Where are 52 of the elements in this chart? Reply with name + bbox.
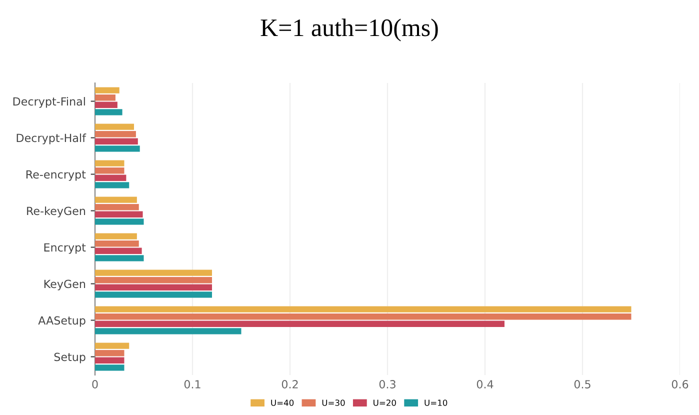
bar (95, 211, 143, 218)
y-tick-label: Decrypt-Final (13, 97, 85, 108)
y-tick-label: Encrypt (44, 243, 86, 254)
bar (95, 320, 504, 328)
bar (95, 284, 212, 291)
bar (95, 168, 124, 174)
bar (95, 182, 130, 188)
y-tick-label: AASetup (38, 316, 86, 327)
x-tick-label: 0 (92, 380, 98, 388)
bar (95, 109, 122, 116)
bar (95, 277, 212, 284)
y-tick-label: KeyGen (44, 280, 86, 290)
x-tick-label: 0.3 (379, 380, 396, 388)
bar (95, 146, 140, 152)
bar (95, 248, 142, 254)
bar (95, 138, 138, 145)
bar (95, 314, 632, 320)
bar (95, 87, 120, 94)
bar (95, 124, 134, 130)
bar (95, 357, 124, 364)
bar (95, 204, 139, 210)
y-tick-label: Decrypt-Half (16, 134, 86, 144)
bar (95, 328, 242, 334)
bar (95, 131, 136, 138)
bar (95, 94, 116, 101)
bar (95, 102, 118, 108)
bar (95, 174, 126, 182)
bar (95, 160, 124, 166)
bar (95, 350, 124, 356)
bar (95, 240, 139, 247)
x-tick-label: 0.4 (476, 380, 494, 388)
legend-label: U=10 (424, 400, 448, 406)
y-tick-label: Re-keyGen (27, 206, 86, 218)
bar (95, 233, 137, 240)
bar (95, 255, 144, 262)
bar (95, 292, 212, 298)
legend-label: U=40 (271, 400, 294, 406)
bar (95, 306, 632, 312)
bar (95, 364, 124, 371)
chart-title: K=1 auth=10(ms) (260, 18, 438, 42)
bar (95, 270, 212, 276)
x-tick-label: 0.2 (282, 380, 298, 388)
x-tick-label: 0.5 (574, 380, 590, 388)
legend-label: U=30 (322, 400, 345, 406)
legend-label: U=20 (374, 400, 396, 406)
bar (95, 196, 137, 203)
y-tick-label: Setup (54, 352, 86, 364)
y-tick-label: Re-encrypt (26, 170, 86, 181)
x-tick-label: 0.6 (672, 380, 688, 388)
x-tick-label: 0.1 (184, 380, 200, 388)
bar (95, 342, 130, 349)
bar (95, 218, 144, 225)
